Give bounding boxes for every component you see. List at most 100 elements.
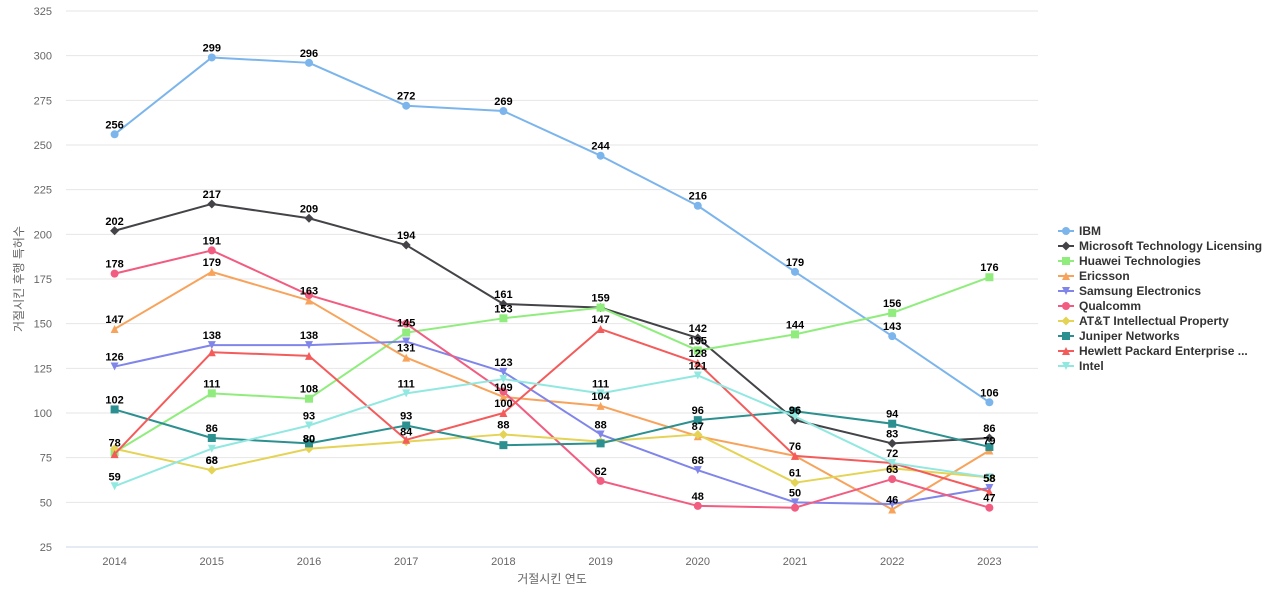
data-point[interactable] [693, 371, 702, 380]
legend-marker[interactable] [1062, 227, 1070, 235]
legend-marker[interactable] [1062, 347, 1070, 355]
data-point[interactable] [693, 429, 703, 439]
data-point[interactable] [305, 296, 313, 305]
data-point[interactable] [110, 405, 119, 414]
data-point[interactable] [985, 273, 994, 282]
legend-label[interactable]: Intel [1079, 359, 1104, 373]
legend-marker[interactable] [1062, 287, 1070, 295]
data-point[interactable] [791, 451, 799, 460]
legend-marker[interactable] [1062, 257, 1070, 265]
data-point[interactable] [693, 416, 702, 425]
data-point[interactable] [402, 353, 411, 362]
data-point[interactable] [305, 341, 313, 350]
data-point[interactable] [596, 401, 605, 410]
data-point[interactable] [110, 482, 119, 491]
legend-label[interactable]: IBM [1079, 224, 1101, 238]
legend-item[interactable]: Qualcomm [1058, 299, 1141, 313]
data-point[interactable] [888, 419, 897, 428]
data-point[interactable] [110, 362, 119, 371]
data-point[interactable] [596, 151, 605, 160]
legend-label[interactable]: Juniper Networks [1079, 329, 1180, 343]
legend-item[interactable]: Hewlett Packard Enterprise ... [1058, 344, 1248, 358]
data-point[interactable] [693, 201, 702, 210]
legend-marker[interactable] [1062, 272, 1070, 280]
legend-marker[interactable] [1061, 241, 1071, 251]
data-point[interactable] [984, 433, 994, 443]
data-point[interactable] [207, 246, 216, 255]
data-point[interactable] [888, 475, 897, 484]
data-point[interactable] [693, 466, 702, 475]
data-point[interactable] [693, 346, 702, 355]
legend-label[interactable]: Samsung Electronics [1079, 284, 1201, 298]
data-point[interactable] [402, 319, 411, 328]
data-point[interactable] [499, 367, 508, 376]
data-point[interactable] [110, 130, 119, 139]
data-point[interactable] [305, 351, 313, 360]
legend-item[interactable]: Juniper Networks [1058, 329, 1180, 343]
legend-marker[interactable] [1062, 332, 1070, 340]
legend-label[interactable]: AT&T Intellectual Property [1079, 314, 1229, 328]
data-point[interactable] [207, 199, 217, 209]
legend-label[interactable]: Microsoft Technology Licensing [1079, 239, 1262, 253]
data-point[interactable] [596, 430, 605, 439]
legend-item[interactable]: Microsoft Technology Licensing [1058, 239, 1262, 253]
data-point[interactable] [887, 438, 897, 448]
data-point[interactable] [402, 337, 411, 346]
data-point[interactable] [499, 392, 508, 401]
data-point[interactable] [402, 435, 411, 444]
data-point[interactable] [985, 487, 994, 496]
data-point[interactable] [401, 240, 411, 250]
data-point[interactable] [207, 434, 216, 443]
data-point[interactable] [888, 332, 897, 341]
data-point[interactable] [791, 498, 799, 507]
data-point[interactable] [207, 389, 216, 398]
data-point[interactable] [596, 476, 605, 485]
data-point[interactable] [498, 299, 508, 309]
data-point[interactable] [110, 226, 120, 236]
data-point[interactable] [207, 465, 217, 475]
data-point[interactable] [985, 442, 994, 451]
data-point[interactable] [402, 328, 411, 337]
data-point[interactable] [305, 421, 313, 430]
data-point[interactable] [402, 389, 411, 398]
data-point[interactable] [499, 441, 508, 450]
data-point[interactable] [985, 503, 994, 512]
legend-item[interactable]: AT&T Intellectual Property [1058, 314, 1229, 328]
data-point[interactable] [207, 267, 216, 276]
data-point[interactable] [791, 412, 799, 421]
data-point[interactable] [888, 459, 897, 468]
data-point[interactable] [985, 398, 994, 407]
data-point[interactable] [791, 267, 799, 276]
data-point[interactable] [305, 394, 313, 403]
data-point[interactable] [207, 341, 216, 350]
data-point[interactable] [693, 501, 702, 510]
data-point[interactable] [596, 439, 605, 448]
legend-label[interactable]: Huawei Technologies [1079, 254, 1201, 268]
data-point[interactable] [888, 500, 897, 509]
legend-item[interactable]: Huawei Technologies [1058, 254, 1201, 268]
data-point[interactable] [499, 409, 508, 417]
data-point[interactable] [791, 407, 799, 416]
data-point[interactable] [498, 429, 508, 439]
data-point[interactable] [207, 348, 216, 357]
data-point[interactable] [888, 308, 897, 317]
legend-label[interactable]: Ericsson [1079, 269, 1130, 283]
data-point[interactable] [110, 269, 119, 278]
legend-item[interactable]: Ericsson [1058, 269, 1130, 283]
data-point[interactable] [305, 58, 313, 67]
data-point[interactable] [499, 375, 508, 384]
data-point[interactable] [499, 387, 508, 396]
data-point[interactable] [791, 330, 799, 339]
data-point[interactable] [693, 333, 703, 343]
data-point[interactable] [596, 325, 605, 334]
data-point[interactable] [790, 478, 800, 488]
legend-label[interactable]: Qualcomm [1079, 299, 1141, 313]
legend-marker[interactable] [1062, 362, 1070, 370]
data-point[interactable] [985, 473, 994, 482]
data-point[interactable] [305, 291, 313, 300]
legend-item[interactable]: Samsung Electronics [1058, 284, 1201, 298]
legend-marker[interactable] [1061, 316, 1071, 326]
data-point[interactable] [596, 389, 605, 398]
legend-item[interactable]: Intel [1058, 359, 1104, 373]
